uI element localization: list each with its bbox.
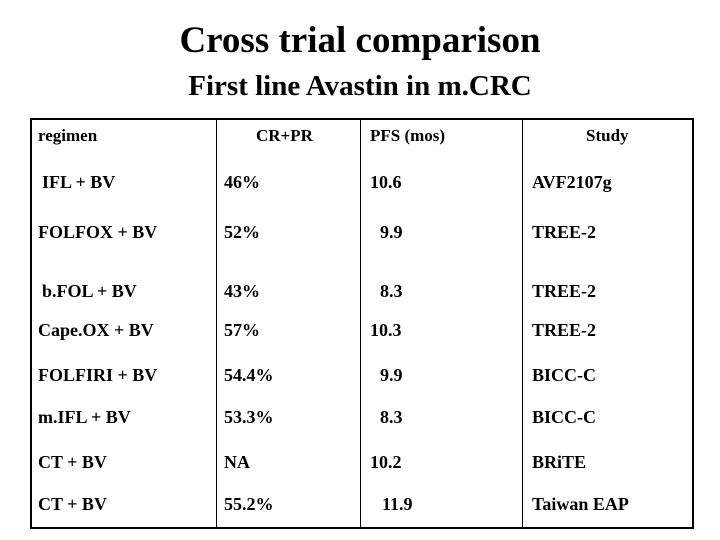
table-cell-study: TREE-2 [532,320,597,340]
table-cell-response-rate: 54.4% [224,365,274,385]
header-response-rate: CR+PR [256,126,313,145]
table-cell-response-rate: 57% [224,320,260,340]
table-cell-regimen: FOLFIRI + BV [38,365,158,385]
table-cell-pfs: 10.3 [370,320,402,340]
table-cell-study: BRiTE [532,452,587,472]
table-cell-response-rate: 43% [224,281,260,301]
table-cell-study: AVF2107g [532,172,612,192]
table-cell-response-rate: 53.3% [224,407,274,427]
table-cell-regimen: m.IFL + BV [38,407,131,427]
table-cell-response-rate: 52% [224,222,260,242]
table-cell-pfs: 9.9 [380,222,403,242]
table-cell-regimen: IFL + BV [42,172,116,192]
comparison-table: regimen CR+PR PFS (mos) Study IFL + BV 4… [30,118,694,529]
header-pfs: PFS (mos) [370,126,446,145]
table-cell-response-rate: 55.2% [224,494,274,514]
table-cell-pfs: 8.3 [380,281,403,301]
table-cell-pfs: 10.6 [370,172,402,192]
table-cell-study: BICC-C [532,365,597,385]
table-cell-study: TREE-2 [532,222,597,242]
header-study: Study [586,126,629,145]
table-cell-study: TREE-2 [532,281,597,301]
table-cell-pfs: 10.2 [370,452,402,472]
table-cell-pfs: 8.3 [380,407,403,427]
column-divider [360,120,361,527]
table-cell-pfs: 11.9 [382,494,413,514]
table-cell-study: BICC-C [532,407,597,427]
table-cell-regimen: CT + BV [38,494,107,514]
slide-title: Cross trial comparison [179,20,541,61]
slide-subtitle: First line Avastin in m.CRC [188,70,532,102]
table-cell-response-rate: 46% [224,172,260,192]
table-cell-regimen: b.FOL + BV [42,281,137,301]
table-cell-regimen: Cape.OX + BV [38,320,154,340]
table-cell-study: Taiwan EAP [532,494,629,514]
column-divider [522,120,523,527]
table-cell-pfs: 9.9 [380,365,403,385]
table-cell-regimen: FOLFOX + BV [38,222,158,242]
table-cell-response-rate: NA [224,452,250,472]
table-cell-regimen: CT + BV [38,452,107,472]
header-regimen: regimen [38,126,98,145]
column-divider [216,120,217,527]
